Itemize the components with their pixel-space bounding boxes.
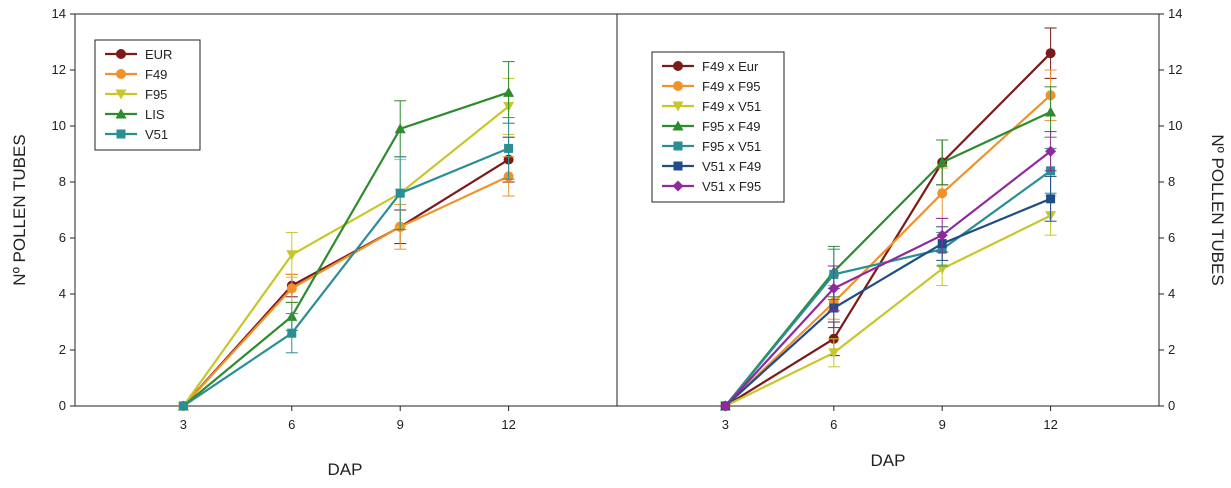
data-point xyxy=(286,250,298,261)
data-point xyxy=(828,348,840,359)
legend-label: F95 x F49 xyxy=(702,119,761,134)
legend-marker xyxy=(115,108,127,119)
data-point xyxy=(394,123,406,134)
x-axis-title-right: DAP xyxy=(871,451,906,470)
legend-label: LIS xyxy=(145,107,165,122)
y-tick-label: 12 xyxy=(52,62,66,77)
y-tick-label: 6 xyxy=(1168,230,1175,245)
y-tick-label: 0 xyxy=(59,398,66,413)
legend-label: EUR xyxy=(145,47,172,62)
data-point xyxy=(287,328,297,338)
series-line xyxy=(724,214,1052,407)
legend-label: V51 xyxy=(145,127,168,142)
legend-label: F49 xyxy=(145,67,167,82)
legend-marker xyxy=(672,180,684,192)
legend-marker xyxy=(673,141,683,151)
legend-label: F95 x V51 xyxy=(702,139,761,154)
legend-marker xyxy=(115,89,127,100)
data-point xyxy=(1045,106,1057,117)
y-tick-label: 10 xyxy=(52,118,66,133)
y-tick-label: 14 xyxy=(52,6,66,21)
legend: F49 x Eur F49 x F95 F49 x V51 F95 x F49 F95 … xyxy=(651,51,785,203)
y-tick-label: 8 xyxy=(1168,174,1175,189)
x-tick-label: 12 xyxy=(501,417,515,432)
series-v51-x-f49 xyxy=(720,175,1057,411)
plot-frame-right xyxy=(616,13,1160,407)
x-tick-label: 12 xyxy=(1043,417,1057,432)
legend-marker xyxy=(672,120,684,131)
x-tick-label: 6 xyxy=(830,417,837,432)
legend-marker xyxy=(672,101,684,112)
series-line xyxy=(182,158,510,407)
legend-label: F49 x Eur xyxy=(702,59,759,74)
series-line xyxy=(182,147,510,407)
y-tick-label: 4 xyxy=(59,286,66,301)
y-tick-label: 6 xyxy=(59,230,66,245)
data-point xyxy=(936,264,948,275)
data-point xyxy=(828,282,840,294)
y-axis-title-right: Nº POLLEN TUBES xyxy=(1208,134,1227,285)
y-tick-label: 14 xyxy=(1168,6,1182,21)
series-line xyxy=(724,169,1052,407)
y-tick-label: 12 xyxy=(1168,62,1182,77)
y-tick-label: 0 xyxy=(1168,398,1175,413)
legend-label: V51 x F49 xyxy=(702,159,761,174)
data-point xyxy=(178,401,188,411)
series-line xyxy=(724,197,1052,407)
legend-label: V51 x F95 xyxy=(702,179,761,194)
y-tick-label: 2 xyxy=(59,342,66,357)
data-point xyxy=(937,188,948,199)
data-point xyxy=(1045,48,1056,59)
series-line xyxy=(724,94,1052,407)
y-tick-label: 2 xyxy=(1168,342,1175,357)
legend-marker xyxy=(673,161,683,171)
data-point xyxy=(1045,145,1057,157)
series-f95 xyxy=(177,77,515,412)
x-tick-label: 9 xyxy=(939,417,946,432)
y-tick-label: 4 xyxy=(1168,286,1175,301)
chart-panel-right: Nº POLLEN TUBES DAP 3 6 9 12 0 2 4 6 8 10 12 14 F49 … xyxy=(616,6,1227,470)
legend-label: F49 x V51 xyxy=(702,99,761,114)
x-tick-label: 3 xyxy=(180,417,187,432)
x-tick-label: 6 xyxy=(288,417,295,432)
x-tick-label: 3 xyxy=(722,417,729,432)
legend-marker xyxy=(116,129,126,139)
series-f49 xyxy=(178,156,515,411)
x-axis-title-left: DAP xyxy=(328,460,363,479)
data-point xyxy=(1046,194,1056,204)
series-v51 xyxy=(178,117,515,411)
y-tick-label: 10 xyxy=(1168,118,1182,133)
data-point xyxy=(719,400,731,412)
series-line xyxy=(182,91,509,407)
series-line xyxy=(724,150,1052,407)
data-point xyxy=(286,283,297,294)
legend-label: F49 x F95 xyxy=(702,79,761,94)
data-point xyxy=(504,143,514,153)
legend-marker xyxy=(116,69,126,79)
data-point xyxy=(395,188,405,198)
series-v51-x-f95 xyxy=(719,131,1057,412)
legend-marker xyxy=(673,81,683,91)
series-line xyxy=(724,52,1052,407)
chart-panel-left: Nº POLLEN TUBES DAP 3 6 9 12 0 2 4 6 8 10 12 14 EUR F… xyxy=(10,6,618,479)
data-point xyxy=(936,229,948,241)
data-point xyxy=(936,156,948,167)
legend-label: F95 xyxy=(145,87,167,102)
series-line xyxy=(182,175,510,407)
y-tick-label: 8 xyxy=(59,174,66,189)
legend: EUR F49 F95 LIS V51 xyxy=(94,39,201,151)
data-point xyxy=(503,86,515,97)
legend-marker xyxy=(673,61,683,71)
y-axis-title-left: Nº POLLEN TUBES xyxy=(10,134,29,285)
legend-marker xyxy=(116,49,126,59)
x-tick-label: 9 xyxy=(397,417,404,432)
